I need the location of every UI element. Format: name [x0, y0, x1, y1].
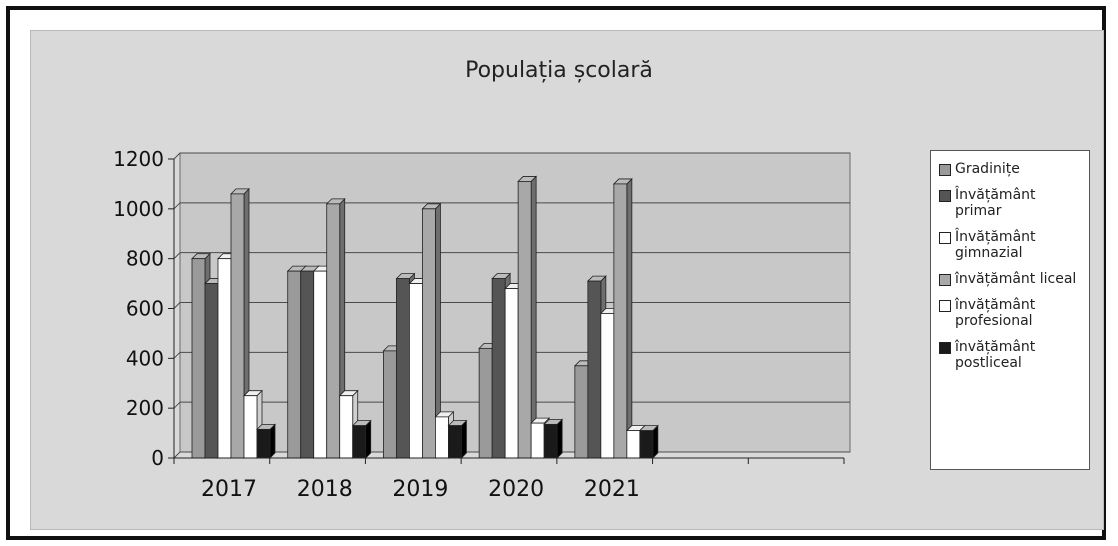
- bar: [352, 425, 367, 459]
- legend-item: învățământ liceal: [939, 271, 1081, 287]
- legend-swatch: [939, 342, 951, 354]
- gridline-depth: [173, 152, 181, 160]
- chart-title: Populația școlară: [465, 58, 653, 83]
- legend-item: învățământ profesional: [939, 297, 1081, 329]
- legend-item: Învățământ primar: [939, 187, 1081, 219]
- bar: [478, 347, 493, 459]
- legend-label: învățământ postliceal: [955, 339, 1036, 371]
- legend-item: Învățământ gimnazial: [939, 229, 1081, 261]
- bar: [530, 422, 545, 459]
- bar: [613, 183, 628, 459]
- bar: [574, 365, 589, 459]
- bar: [217, 258, 232, 459]
- x-tick-label: 2020: [488, 477, 544, 502]
- bar-side: [626, 177, 633, 459]
- bar: [339, 395, 354, 459]
- bar-side: [365, 419, 372, 459]
- bar: [422, 208, 436, 459]
- bar: [435, 416, 449, 459]
- legend-label: Învățământ gimnazial: [955, 229, 1036, 261]
- bar: [517, 181, 532, 459]
- legend-item: Gradinițe: [939, 161, 1081, 177]
- bar: [626, 430, 641, 459]
- x-tick-label: 2021: [584, 477, 640, 502]
- bar-layer: [191, 175, 659, 459]
- axis-layer: 0 200 400 600 800 1000 1200 2017 2018 2019 2020 202…: [113, 147, 845, 502]
- bar: [491, 278, 506, 459]
- legend-swatch: [939, 190, 951, 202]
- bar: [600, 313, 615, 459]
- bar: [383, 350, 397, 459]
- legend-label: învățământ profesional: [955, 297, 1036, 329]
- bar: [300, 270, 315, 459]
- y-tick-label: 1200: [113, 147, 164, 171]
- legend-swatch: [939, 300, 951, 312]
- bar: [313, 270, 328, 459]
- bar: [448, 425, 462, 459]
- gridline-depth: [173, 351, 181, 359]
- legend-item: învățământ postliceal: [939, 339, 1081, 371]
- bar-side: [530, 175, 537, 459]
- y-tick-label: 400: [126, 346, 164, 370]
- gridline-depth: [173, 202, 181, 210]
- y-tick-label: 800: [126, 247, 164, 271]
- bar-side: [269, 423, 276, 459]
- gridline-depth: [173, 451, 181, 459]
- bar: [587, 280, 602, 459]
- bar: [191, 258, 206, 459]
- gridline-depth: [173, 401, 181, 409]
- y-tick-label: 0: [151, 446, 164, 470]
- bar: [504, 288, 519, 459]
- bar: [639, 430, 654, 459]
- y-tick-label: 200: [126, 396, 164, 420]
- bar: [230, 193, 245, 459]
- gridline-depth: [173, 302, 181, 309]
- legend-swatch: [939, 274, 951, 286]
- legend-label: învățământ liceal: [955, 271, 1077, 287]
- legend-label: Învățământ primar: [955, 187, 1036, 219]
- x-tick-label: 2019: [392, 477, 448, 502]
- bar-side: [556, 418, 563, 459]
- bar: [543, 423, 558, 459]
- y-tick-label: 1000: [113, 197, 164, 221]
- bar: [256, 428, 271, 459]
- bar: [396, 278, 410, 459]
- bar-side: [461, 419, 467, 459]
- legend-swatch: [939, 164, 951, 176]
- gridline-depth: [173, 252, 181, 260]
- bar: [326, 203, 341, 459]
- legend-swatch: [939, 232, 951, 244]
- x-tick-label: 2018: [297, 477, 353, 502]
- bar: [287, 270, 302, 459]
- x-tick-label: 2017: [201, 477, 257, 502]
- bar: [243, 395, 258, 459]
- bar: [409, 283, 423, 459]
- bar-side: [652, 424, 659, 459]
- chart-legend: Gradinițe Învățământ primar Învățământ g…: [930, 150, 1090, 470]
- y-tick-label: 600: [126, 297, 164, 321]
- bar: [204, 283, 219, 459]
- legend-label: Gradinițe: [955, 161, 1020, 177]
